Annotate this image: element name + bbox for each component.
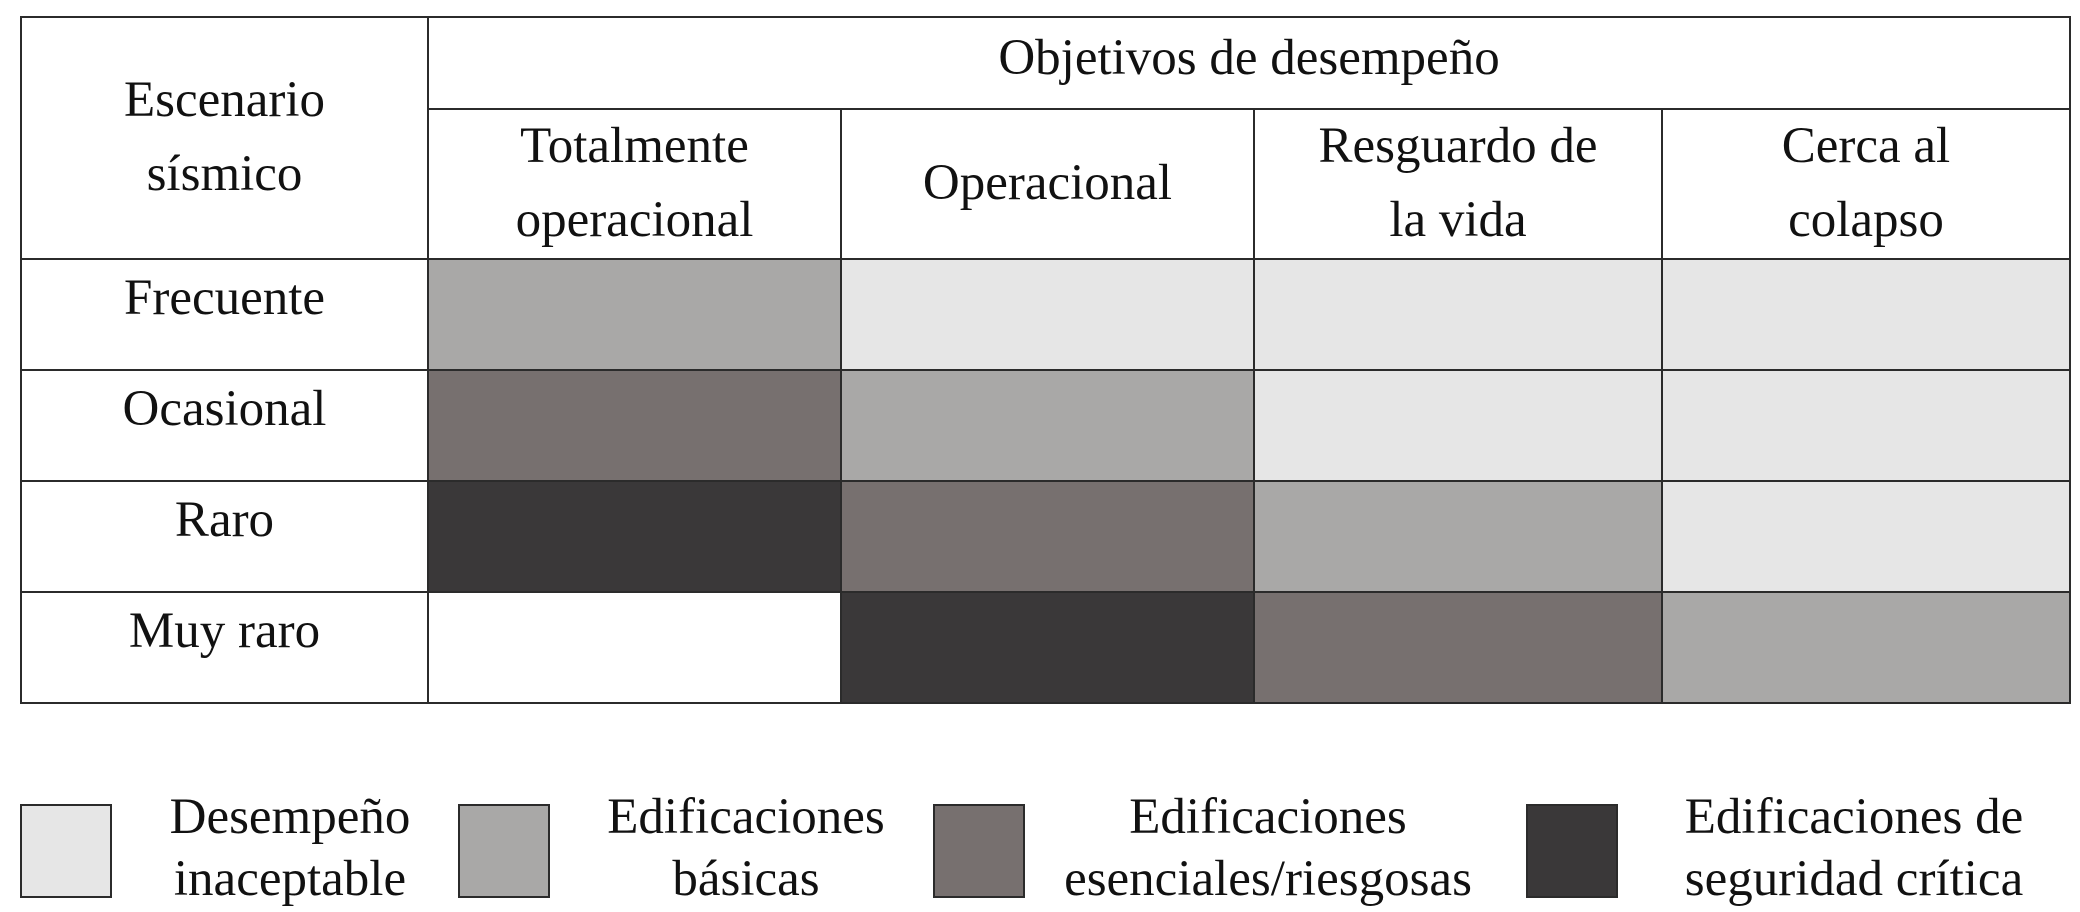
row-header-frecuente: Frecuente bbox=[20, 257, 429, 371]
row-header-raro: Raro bbox=[20, 479, 429, 593]
column-header-line: operacional bbox=[515, 191, 754, 248]
legend-label: Desempeño inaceptable bbox=[140, 786, 440, 910]
corner-header-line: Escenario bbox=[123, 72, 326, 128]
column-header-line: Cerca al bbox=[1781, 118, 1951, 174]
table-row: Raro bbox=[20, 479, 2072, 593]
matrix-cell bbox=[427, 368, 842, 482]
legend-label: Edificaciones básicas bbox=[576, 786, 916, 910]
matrix-cell bbox=[1253, 368, 1663, 482]
matrix-cell bbox=[427, 590, 842, 704]
column-header-line: la vida bbox=[1389, 191, 1527, 248]
matrix-cell bbox=[1253, 257, 1663, 371]
column-header-line: Totalmente bbox=[520, 118, 749, 174]
legend-label-line: Desempeño bbox=[169, 789, 411, 845]
table-row: Ocasional bbox=[20, 368, 2072, 482]
matrix-cell bbox=[840, 368, 1255, 482]
matrix-cell bbox=[1660, 257, 2072, 371]
matrix-cell bbox=[840, 479, 1255, 593]
legend-label: Edificaciones esenciales/riesgosas bbox=[1043, 786, 1493, 910]
corner-header: Escenario sísmico bbox=[20, 16, 429, 260]
matrix-cell bbox=[1660, 590, 2072, 704]
column-header-operacional: Operacional bbox=[840, 108, 1255, 260]
legend-label-line: Edificaciones de bbox=[1684, 789, 2024, 845]
corner-header-line: sísmico bbox=[146, 145, 303, 202]
row-header-ocasional: Ocasional bbox=[20, 368, 429, 482]
column-header-totalmente-operacional: Totalmente operacional bbox=[427, 108, 842, 260]
legend-swatch bbox=[458, 804, 550, 898]
matrix-cell bbox=[1660, 479, 2072, 593]
matrix-cell bbox=[840, 257, 1255, 371]
column-header-line: Resguardo de bbox=[1318, 118, 1598, 174]
legend: Desempeño inaceptable Edificaciones bási… bbox=[20, 786, 2069, 907]
legend-label-line: seguridad crítica bbox=[1684, 851, 2024, 907]
matrix-cell bbox=[840, 590, 1255, 704]
legend-swatch bbox=[1526, 804, 1618, 898]
legend-label-line: inaceptable bbox=[173, 851, 407, 907]
legend-label-line: Edificaciones bbox=[1129, 789, 1407, 845]
matrix-cell bbox=[1660, 368, 2072, 482]
legend-swatch bbox=[20, 804, 112, 898]
legend-label: Edificaciones de seguridad crítica bbox=[1644, 786, 2064, 910]
legend-label-line: básicas bbox=[672, 851, 820, 907]
column-header-line: Operacional bbox=[922, 154, 1173, 211]
matrix-cell bbox=[1253, 590, 1663, 704]
table-row: Muy raro bbox=[20, 590, 2072, 704]
row-header-muy-raro: Muy raro bbox=[20, 590, 429, 704]
legend-swatch bbox=[933, 804, 1025, 898]
performance-objectives-matrix: Escenario sísmico Objetivos de desempeño… bbox=[20, 16, 2072, 704]
matrix-cell bbox=[1253, 479, 1663, 593]
matrix-cell bbox=[427, 479, 842, 593]
column-header-resguardo-de-la-vida: Resguardo de la vida bbox=[1253, 108, 1663, 260]
matrix-cell bbox=[427, 257, 842, 371]
table-row: Frecuente bbox=[20, 257, 2072, 371]
column-header-cerca-al-colapso: Cerca al colapso bbox=[1660, 108, 2072, 260]
group-header: Objetivos de desempeño bbox=[426, 16, 2072, 110]
column-header-line: colapso bbox=[1788, 191, 1944, 248]
legend-label-line: esenciales/riesgosas bbox=[1064, 851, 1472, 907]
legend-label-line: Edificaciones bbox=[607, 789, 885, 845]
